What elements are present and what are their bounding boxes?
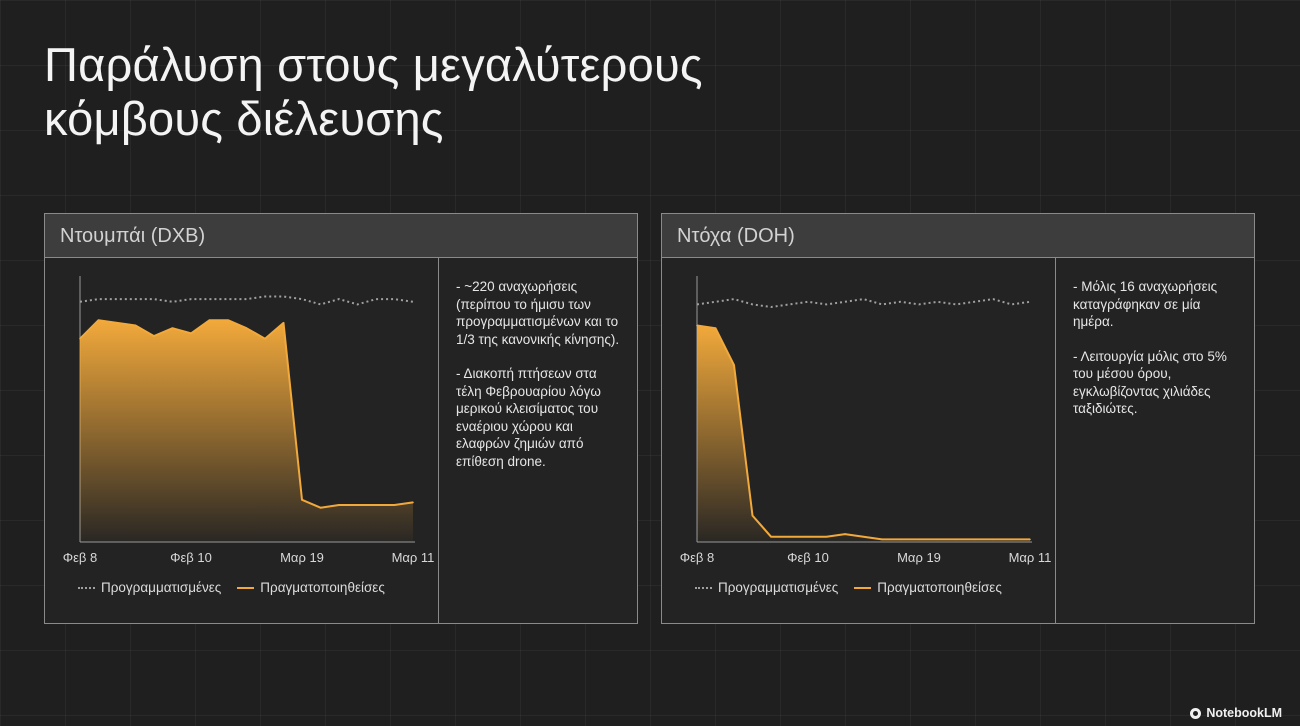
x-tick-label: Φεβ 8: [680, 550, 715, 565]
data-point-actual: [1010, 538, 1013, 541]
data-point-actual: [134, 324, 137, 327]
title-line-2: κόμβους διέλευσης: [44, 92, 444, 145]
data-point-actual: [825, 535, 828, 538]
brand-label: NotebookLM: [1206, 706, 1282, 720]
legend-label-scheduled: Προγραμματισμένες: [718, 580, 839, 595]
x-tick-label: Μαρ 19: [280, 550, 324, 565]
data-point-actual: [301, 499, 303, 501]
legend-item-scheduled: Προγραμματισμένες: [78, 580, 221, 595]
panel-header-doh: Ντόχα (DOH): [662, 214, 1254, 258]
x-tick-label: Φεβ 8: [63, 550, 98, 565]
legend-swatch-scheduled: [695, 586, 712, 589]
data-point-actual: [375, 504, 377, 506]
legend-item-actual: Πραγματοποιηθείσες: [237, 580, 385, 595]
data-point-actual: [881, 538, 883, 541]
chart-dxb: Φεβ 8 Φεβ 10 Μαρ 19 Μαρ 11 Προγραμματισμένε…: [45, 258, 438, 623]
data-point-actual: [973, 538, 976, 541]
chart-doh: Φεβ 8 Φεβ 10 Μαρ 19 Μαρ 11 Προγραμματισμένε…: [662, 258, 1055, 623]
data-point-actual: [227, 319, 229, 321]
data-point-actual: [714, 327, 717, 329]
data-point-actual: [788, 535, 791, 538]
data-point-actual: [282, 322, 285, 324]
series-line-scheduled: [79, 295, 414, 306]
data-point-actual: [899, 538, 902, 541]
notebooklm-icon: [1190, 707, 1202, 719]
data-point-actual: [751, 514, 754, 517]
notes-doh: - Μόλις 16 αναχωρήσεις καταγράφηκαν σε μ…: [1055, 258, 1254, 623]
data-point-actual: [1029, 538, 1031, 541]
legend-dxb: Προγραμματισμένες Πραγματοποιηθείσες: [78, 580, 401, 595]
notes-dxb: - ~220 αναχωρήσεις (περίπου το ήμισυ των…: [438, 258, 637, 623]
note-dxb-2: - Διακοπή πτήσεων στα τέλη Φεβρουαρίου λ…: [456, 366, 601, 469]
data-point-actual: [412, 501, 414, 504]
data-point-actual: [79, 337, 81, 340]
data-point-actual: [955, 538, 957, 541]
data-point-actual: [770, 535, 772, 538]
title-line-1: Παράλυση στους μεγαλύτερους: [44, 38, 703, 91]
data-point-actual: [338, 504, 340, 506]
data-point-actual: [862, 535, 865, 538]
data-point-actual: [807, 535, 809, 538]
data-point-actual: [190, 332, 192, 335]
x-tick-label: Φεβ 10: [787, 550, 829, 565]
data-point-actual: [844, 533, 846, 535]
data-point-actual: [97, 319, 100, 321]
data-point-actual: [171, 327, 174, 329]
chart-svg-dxb: Φεβ 8 Φεβ 10 Μαρ 19 Μαρ 11: [63, 276, 435, 565]
x-tick-label: Μαρ 11: [1009, 550, 1052, 565]
page-title: Παράλυση στους μεγαλύτερους κόμβους διέλ…: [44, 38, 703, 146]
x-tick-label: Μαρ 11: [392, 550, 435, 565]
data-point-actual: [393, 504, 396, 506]
x-tick-label: Μαρ 19: [897, 550, 941, 565]
series-line-scheduled: [696, 298, 1031, 309]
data-point-actual: [992, 538, 994, 541]
data-point-actual: [696, 324, 698, 327]
panel-dxb: Ντουμπάι (DXB) Φεβ 8 Φεβ 10 Μαρ 19 Μαρ 11 Π…: [44, 213, 638, 624]
data-point-actual: [733, 364, 735, 366]
legend-label-actual: Πραγματοποιηθείσες: [260, 580, 385, 595]
data-point-actual: [153, 335, 155, 337]
legend-label-scheduled: Προγραμματισμένες: [101, 580, 222, 595]
x-tick-label: Φεβ 10: [170, 550, 212, 565]
data-point-actual: [356, 504, 359, 506]
brand-logo: NotebookLM: [1190, 706, 1282, 720]
note-dxb-1: - ~220 αναχωρήσεις (περίπου το ήμισυ των…: [456, 279, 620, 347]
data-point-actual: [116, 322, 118, 324]
note-doh-2: - Λειτουργία μόλις στο 5% του μέσου όρου…: [1073, 348, 1227, 417]
panel-header-dxb: Ντουμπάι (DXB): [45, 214, 637, 258]
legend-swatch-actual: [237, 586, 255, 589]
legend-swatch-scheduled: [78, 586, 95, 589]
data-point-actual: [918, 538, 920, 541]
chart-svg-doh: Φεβ 8 Φεβ 10 Μαρ 19 Μαρ 11: [680, 276, 1052, 565]
legend-item-scheduled: Προγραμματισμένες: [695, 580, 838, 595]
legend-item-actual: Πραγματοποιηθείσες: [854, 580, 1002, 595]
data-point-actual: [245, 327, 248, 329]
legend-label-actual: Πραγματοποιηθείσες: [877, 580, 1002, 595]
legend-swatch-actual: [854, 586, 872, 589]
note-doh-1: - Μόλις 16 αναχωρήσεις καταγράφηκαν σε μ…: [1073, 279, 1218, 329]
actual-area: [80, 320, 413, 542]
data-point-actual: [208, 319, 211, 321]
data-point-actual: [319, 506, 322, 509]
data-point-actual: [264, 337, 266, 340]
panel-doh: Ντόχα (DOH) Φεβ 8 Φεβ 10 Μαρ 19 Μαρ 11 Προγ…: [661, 213, 1255, 624]
data-point-actual: [936, 538, 939, 541]
actual-area: [697, 325, 1030, 542]
legend-doh: Προγραμματισμένες Πραγματοποιηθείσες: [695, 580, 1018, 595]
